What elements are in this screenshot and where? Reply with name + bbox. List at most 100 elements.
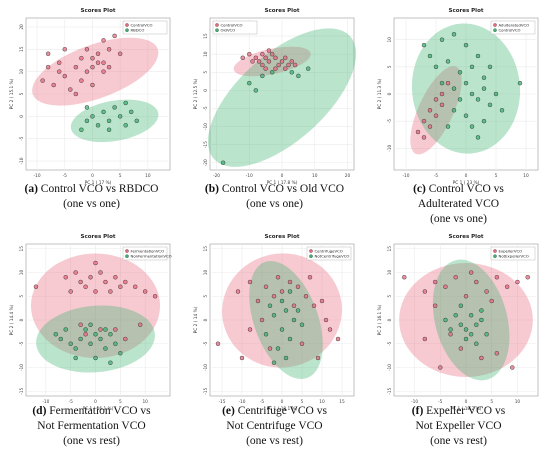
caption-line: Control VCO vs Old VCO xyxy=(218,183,345,195)
data-point xyxy=(469,124,475,129)
legend-label: OldVCO xyxy=(221,28,236,33)
data-point xyxy=(78,322,83,327)
data-point xyxy=(98,327,103,332)
data-point xyxy=(88,275,93,280)
data-point xyxy=(45,64,51,70)
x-axis-label: PC 1 ( 17 %) xyxy=(85,180,112,186)
data-point xyxy=(443,284,448,289)
data-point xyxy=(451,86,457,91)
data-point xyxy=(95,123,101,128)
data-point xyxy=(432,303,438,308)
data-point xyxy=(515,279,520,285)
data-point xyxy=(457,97,463,102)
data-point xyxy=(123,123,128,128)
caption-line: (one vs one) xyxy=(246,198,303,210)
data-point xyxy=(327,327,333,332)
data-point xyxy=(240,55,245,61)
data-point xyxy=(468,270,474,275)
data-point xyxy=(273,55,278,61)
confidence-ellipse xyxy=(233,46,311,77)
y-tick-label: 10 xyxy=(387,37,393,43)
y-tick-label: 15 xyxy=(19,246,25,252)
data-point xyxy=(88,322,93,327)
data-point xyxy=(474,279,479,285)
data-point xyxy=(463,113,469,118)
data-point xyxy=(93,260,98,266)
data-point xyxy=(439,91,445,97)
data-point xyxy=(289,59,295,64)
data-point xyxy=(78,336,83,342)
data-point xyxy=(63,275,68,280)
data-point xyxy=(469,64,475,70)
caption-c: (c) Control VCO vs Adulterated VCO (one … xyxy=(367,182,550,227)
data-point xyxy=(88,341,93,346)
caption-line: Adulterated VCO xyxy=(417,198,500,210)
chart-svg: Scores Plot -10 -5 0 5 10 -10 -5 0 5 10 Adulterated… xyxy=(377,8,539,186)
data-point xyxy=(299,341,305,346)
y-tick-label: 0 xyxy=(19,318,25,321)
y-tick-label: 0 xyxy=(203,89,209,92)
x-tick-label: -5 xyxy=(63,173,68,179)
legend-marker xyxy=(493,23,497,27)
chart-title: Scores Plot xyxy=(265,8,300,14)
x-tick-label: -10 xyxy=(34,173,41,179)
data-point xyxy=(421,42,427,48)
data-point xyxy=(108,360,113,365)
data-point xyxy=(275,346,281,351)
data-point xyxy=(134,118,139,124)
data-point xyxy=(106,127,112,132)
data-point xyxy=(103,279,108,285)
x-tick-label: 20 xyxy=(345,173,351,179)
caption-line: Control VCO vs xyxy=(425,183,504,195)
y-tick-label: 5 xyxy=(203,295,209,298)
data-point xyxy=(475,97,481,102)
data-point xyxy=(292,62,298,68)
data-point xyxy=(79,56,84,61)
data-point xyxy=(283,308,289,313)
data-point xyxy=(458,322,464,327)
y-tick-label: 5 xyxy=(19,295,25,298)
data-point xyxy=(90,64,95,70)
data-point xyxy=(152,294,158,299)
data-point xyxy=(253,88,259,93)
data-point xyxy=(273,66,278,71)
x-axis-label: PC 1 ( 23 %) xyxy=(453,180,480,186)
caption-line: Not Centrifuge VCO xyxy=(226,420,323,432)
confidence-ellipse xyxy=(30,253,161,358)
data-point xyxy=(123,279,128,285)
data-point xyxy=(296,73,301,79)
x-axis-label: PC 1 ( 17.8 %) xyxy=(267,180,298,186)
confidence-ellipse xyxy=(249,260,323,380)
data-point xyxy=(247,51,252,57)
data-point xyxy=(279,59,285,64)
y-tick-label: -10 xyxy=(19,364,25,371)
x-tick-label: -5 xyxy=(260,399,265,405)
y-tick-label: 10 xyxy=(19,69,25,75)
data-point xyxy=(215,341,221,346)
data-point xyxy=(311,303,317,308)
data-point xyxy=(266,48,272,53)
data-point xyxy=(283,66,288,71)
data-point xyxy=(299,322,305,327)
chart-title: Scores Plot xyxy=(449,8,484,14)
data-point xyxy=(432,279,438,285)
data-point xyxy=(279,298,285,304)
data-point xyxy=(263,66,268,71)
data-point xyxy=(133,284,138,289)
data-point xyxy=(259,317,265,323)
data-point xyxy=(510,365,515,370)
data-point xyxy=(253,55,259,61)
data-point xyxy=(63,327,68,332)
x-tick-label: -20 xyxy=(213,173,220,179)
data-point xyxy=(260,73,265,79)
data-point xyxy=(267,303,273,308)
x-tick-label: -5 xyxy=(434,173,439,179)
caption-line: Centrifuge VCO vs xyxy=(234,405,327,417)
legend-label: ControlVCO xyxy=(221,23,243,28)
data-point xyxy=(479,317,484,323)
data-point xyxy=(487,64,493,70)
x-tick-label: -10 xyxy=(402,173,409,179)
data-point xyxy=(307,275,313,280)
caption-line: (one vs one) xyxy=(63,198,120,210)
y-tick-label: 15 xyxy=(387,246,393,252)
